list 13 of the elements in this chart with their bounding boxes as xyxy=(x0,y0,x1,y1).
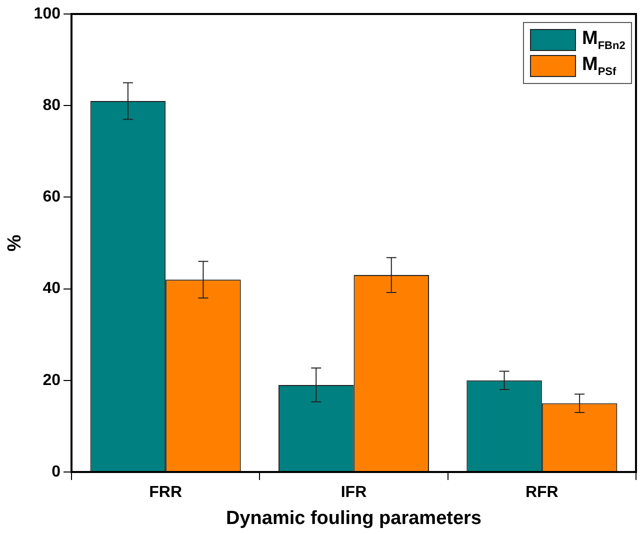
x-tick-label: IFR xyxy=(340,484,368,502)
y-tick-label: 100 xyxy=(34,5,61,22)
legend-label: M$_{FBn2}$ xyxy=(582,28,626,52)
y-tick-label: 60 xyxy=(42,188,61,206)
y-tick-label: 80 xyxy=(42,97,61,114)
y-tick-label: 20 xyxy=(42,372,61,389)
legend-label: M$_{PSf}$ xyxy=(582,54,616,78)
y-tick-label: 40 xyxy=(42,280,61,298)
x-tick-label: FRR xyxy=(149,484,182,502)
y-axis-title: % xyxy=(4,234,26,252)
x-axis-title: Dynamic fouling parameters xyxy=(226,508,482,529)
y-tick-label: 0 xyxy=(52,463,61,480)
x-tick-label: RFR xyxy=(525,484,559,502)
